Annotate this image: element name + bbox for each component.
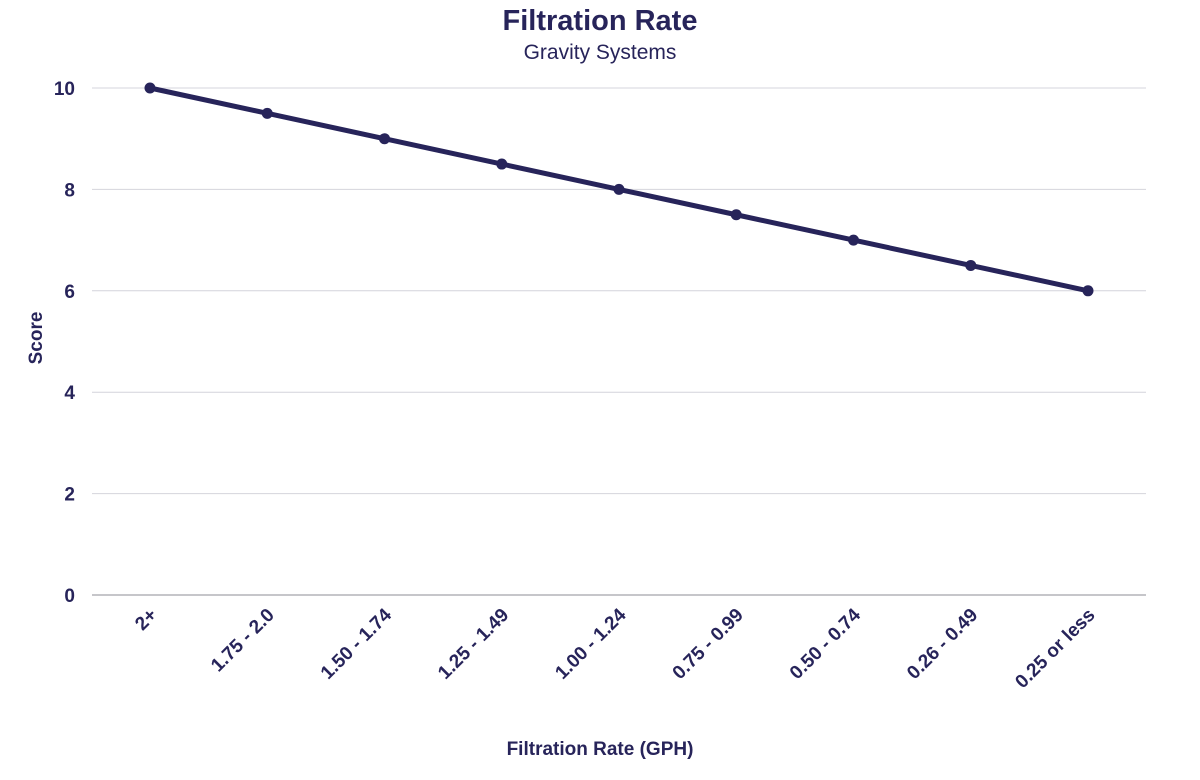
- x-axis-label: Filtration Rate (GPH): [507, 739, 694, 760]
- x-tick-label-3: 1.25 - 1.49: [434, 605, 513, 684]
- y-tick-label-4: 4: [64, 383, 75, 404]
- x-tick-label-2: 1.50 - 1.74: [317, 604, 396, 683]
- x-tick-label-1: 1.75 - 2.0: [207, 605, 279, 677]
- y-tick-label-6: 6: [64, 282, 75, 303]
- data-point-3: [496, 158, 508, 170]
- x-tick-label-8: 0.25 or less: [1011, 605, 1099, 693]
- data-point-8: [1082, 285, 1094, 297]
- y-tick-label-0: 0: [64, 586, 75, 607]
- gridlines: [92, 87, 1146, 596]
- y-axis-label: Score: [26, 312, 47, 365]
- data-point-0: [144, 82, 156, 94]
- data-point-4: [613, 183, 625, 195]
- data-point-5: [730, 209, 742, 221]
- data-point-2: [379, 133, 390, 145]
- data-point-6: [848, 234, 859, 246]
- y-tick-label-10: 10: [54, 79, 75, 100]
- data-series: [144, 82, 1094, 297]
- x-tick-label-6: 0.50 - 0.74: [786, 604, 865, 683]
- data-point-7: [965, 259, 977, 271]
- x-tick-label-4: 1.00 - 1.24: [551, 604, 630, 683]
- x-tick-label-0: 2+: [131, 605, 161, 635]
- x-tick-label-7: 0.26 - 0.49: [903, 605, 982, 684]
- y-axis-tick-labels: 0 2 4 6 8 10: [54, 79, 76, 607]
- chart-subtitle: Gravity Systems: [524, 41, 677, 64]
- x-tick-label-5: 0.75 - 0.99: [669, 605, 748, 684]
- y-tick-label-8: 8: [64, 180, 75, 201]
- chart-title: Filtration Rate: [503, 5, 698, 37]
- x-axis-tick-labels: 2+ 1.75 - 2.0 1.50 - 1.74 1.25 - 1.49 1.00 -…: [131, 604, 1099, 692]
- data-point-1: [261, 107, 273, 119]
- y-tick-label-2: 2: [64, 485, 75, 506]
